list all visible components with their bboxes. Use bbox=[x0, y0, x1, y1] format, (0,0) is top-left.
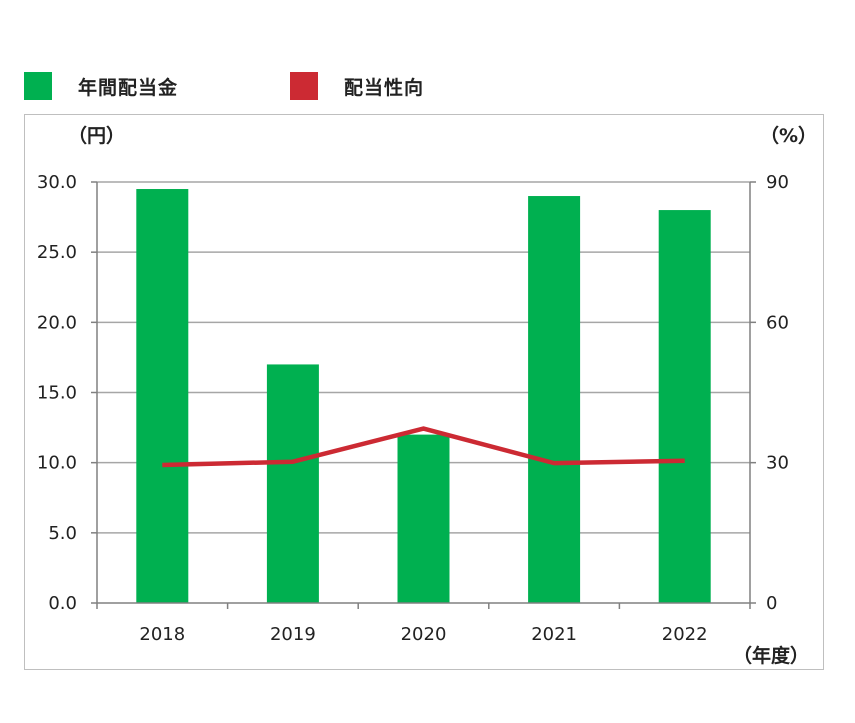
left-tick-label: 0.0 bbox=[48, 593, 77, 614]
tick-labels: 0.0 5.0 10.0 15.0 20.0 25.0 30.0 0 30 60 90 2018 201… bbox=[37, 172, 789, 645]
legend-label-dividend: 年間配当金 bbox=[78, 76, 179, 99]
left-tick-label: 10.0 bbox=[37, 453, 77, 474]
legend-item-dividend: 年間配当金 bbox=[24, 72, 178, 100]
x-tick-label-2018: 2018 bbox=[139, 624, 185, 645]
axes bbox=[91, 181, 756, 609]
chart-legend: 年間配当金 配当性向 bbox=[0, 72, 855, 106]
legend-item-payout-ratio: 配当性向 bbox=[290, 72, 424, 100]
left-tick-label: 20.0 bbox=[37, 312, 77, 333]
legend-swatch-dividend bbox=[24, 72, 52, 100]
bar-series bbox=[136, 189, 711, 604]
x-tick-label-2021: 2021 bbox=[531, 624, 577, 645]
line-series bbox=[162, 426, 685, 468]
legend-label-payout-ratio: 配当性向 bbox=[344, 76, 425, 99]
left-tick-label: 5.0 bbox=[48, 523, 77, 544]
chart-frame bbox=[24, 114, 824, 670]
left-axis-unit: （円） bbox=[68, 124, 125, 147]
x-tick-label-2020: 2020 bbox=[401, 624, 447, 645]
right-tick-label: 30 bbox=[766, 453, 789, 474]
x-axis-unit: （年度） bbox=[733, 644, 809, 667]
left-tick-label: 25.0 bbox=[37, 242, 77, 263]
bar-2019 bbox=[266, 364, 319, 603]
bar-2022 bbox=[658, 210, 711, 604]
legend-swatch-payout-ratio bbox=[290, 72, 318, 100]
right-tick-label: 60 bbox=[766, 312, 789, 333]
right-axis-unit: （%） bbox=[760, 124, 817, 147]
right-tick-label: 90 bbox=[766, 172, 789, 193]
bar-2020 bbox=[397, 434, 450, 603]
bar-2018 bbox=[136, 189, 189, 603]
left-tick-label: 15.0 bbox=[37, 383, 77, 404]
left-tick-label: 30.0 bbox=[37, 172, 77, 193]
x-tick-label-2022: 2022 bbox=[662, 624, 708, 645]
bar-2021 bbox=[528, 196, 581, 604]
x-tick-label-2019: 2019 bbox=[270, 624, 316, 645]
right-tick-label: 0 bbox=[766, 593, 777, 614]
